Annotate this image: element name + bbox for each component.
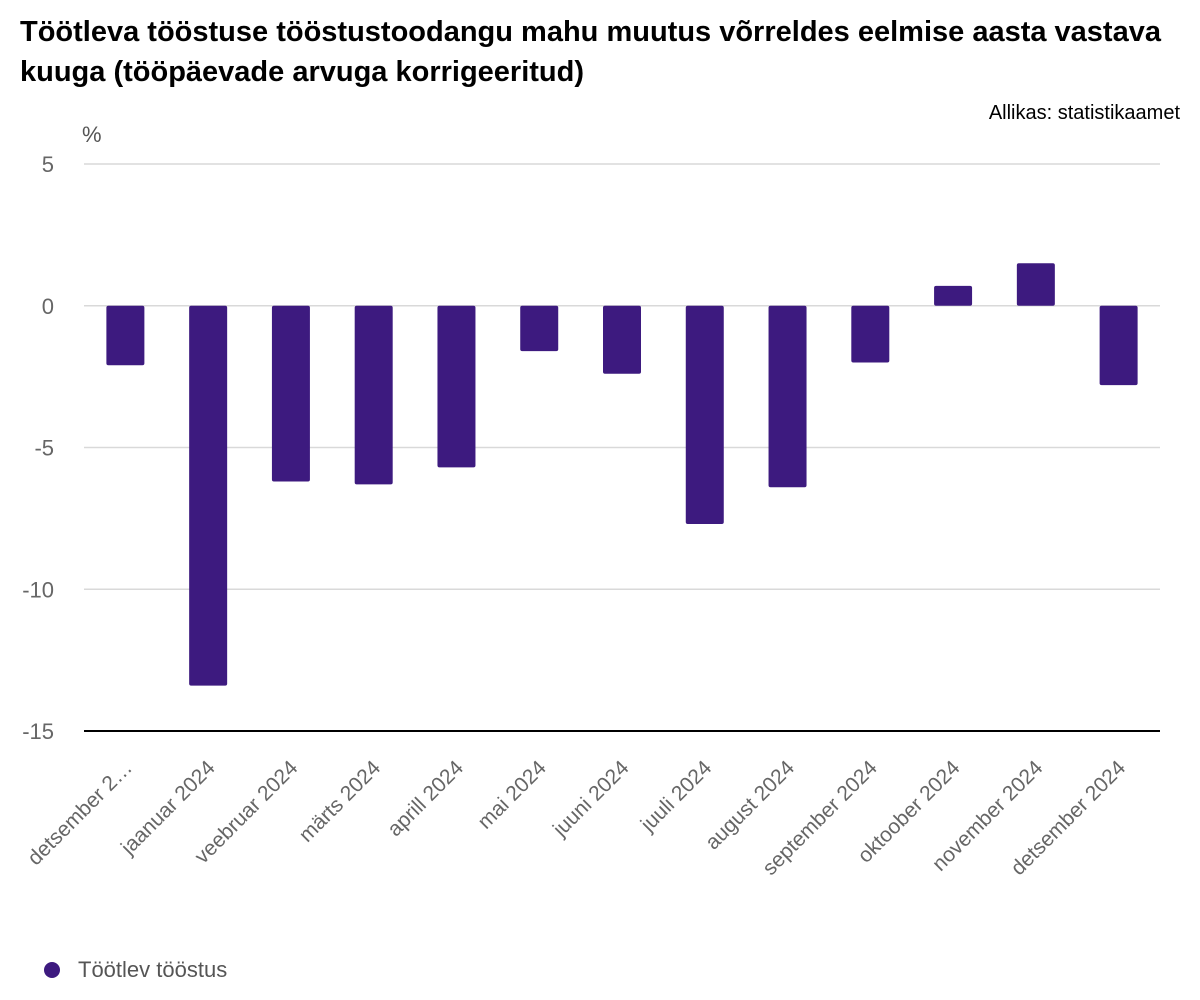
- bar[interactable]: [271, 305, 310, 482]
- x-tick-label: detsember 2…: [23, 756, 137, 870]
- bar[interactable]: [1016, 263, 1055, 306]
- legend-label[interactable]: Töötlev tööstus: [78, 957, 228, 982]
- x-tick-label: märts 2024: [295, 756, 386, 847]
- bar[interactable]: [603, 305, 641, 374]
- bar[interactable]: [934, 285, 973, 306]
- y-axis-unit-label: %: [82, 122, 102, 147]
- legend: Töötlev tööstus: [44, 957, 227, 983]
- bar[interactable]: [106, 305, 145, 366]
- x-tick-label: mai 2024: [473, 756, 551, 834]
- y-tick-label: -15: [22, 719, 54, 744]
- bar[interactable]: [354, 305, 393, 485]
- legend-marker-icon: [44, 962, 60, 978]
- bar[interactable]: [189, 305, 228, 686]
- bar[interactable]: [437, 305, 476, 468]
- y-tick-label: -5: [34, 436, 54, 461]
- y-tick-label: 0: [42, 294, 54, 319]
- bar[interactable]: [768, 305, 807, 488]
- bar[interactable]: [1099, 305, 1138, 386]
- bar[interactable]: [685, 305, 724, 525]
- bar[interactable]: [851, 305, 890, 363]
- y-tick-label: -10: [22, 577, 54, 602]
- x-tick-label: aprill 2024: [383, 756, 468, 841]
- x-tick-label: juuni 2024: [548, 756, 634, 842]
- chart-title: Töötleva tööstuse tööstustoodangu mahu m…: [20, 16, 1161, 88]
- source-label: Allikas: statistikaamet: [988, 102, 1180, 124]
- bar[interactable]: [520, 305, 559, 352]
- x-tick-label: juuli 2024: [636, 756, 717, 837]
- y-tick-label: 5: [42, 152, 54, 177]
